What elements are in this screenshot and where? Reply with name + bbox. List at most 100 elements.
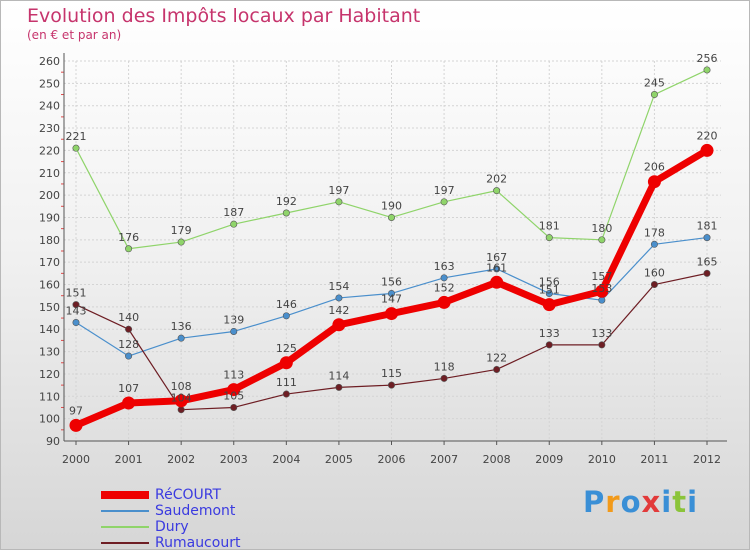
data-label-dury: 221 <box>66 130 87 143</box>
legend-item-rumaucourt: Rumaucourt <box>101 535 240 551</box>
legend-item-recourt: RéCOURT <box>101 487 240 503</box>
data-label-recourt: 161 <box>486 261 507 274</box>
data-point-dury <box>177 238 185 246</box>
data-point-saudemont <box>125 352 133 360</box>
legend-swatch <box>101 542 149 544</box>
data-label-dury: 197 <box>328 184 349 197</box>
data-point-rumaucourt <box>545 341 553 349</box>
logo-letter: t <box>672 485 688 519</box>
data-point-saudemont <box>177 334 185 342</box>
x-tick-label: 2008 <box>483 453 511 466</box>
x-tick-label: 2000 <box>62 453 90 466</box>
legend-label: RéCOURT <box>155 487 222 503</box>
data-point-saudemont <box>282 312 290 320</box>
data-point-dury <box>598 236 606 244</box>
y-tick-label: 180 <box>39 234 60 247</box>
legend-label: Rumaucourt <box>155 535 241 551</box>
data-point-dury <box>440 198 448 206</box>
data-point-dury <box>387 213 395 221</box>
data-label-dury: 180 <box>591 222 612 235</box>
data-label-dury: 181 <box>539 220 560 233</box>
data-label-saudemont: 156 <box>539 275 560 288</box>
data-point-saudemont <box>650 240 658 248</box>
data-label-recourt: 107 <box>118 382 139 395</box>
x-tick-label: 2005 <box>325 453 353 466</box>
data-point-recourt <box>647 175 661 189</box>
data-label-recourt: 220 <box>697 129 718 142</box>
y-tick-label: 250 <box>39 77 60 90</box>
data-label-saudemont: 143 <box>66 305 87 318</box>
data-label-rumaucourt: 122 <box>486 351 507 364</box>
y-tick-label: 170 <box>39 256 60 269</box>
x-tick-label: 2001 <box>115 453 143 466</box>
x-tick-label: 2006 <box>378 453 406 466</box>
data-point-rumaucourt <box>125 325 133 333</box>
data-point-recourt <box>595 284 609 298</box>
proxiti-logo: Proxiti <box>583 485 698 519</box>
data-point-rumaucourt <box>230 403 238 411</box>
y-tick-label: 120 <box>39 368 60 381</box>
data-point-rumaucourt <box>650 281 658 289</box>
data-point-dury <box>650 91 658 99</box>
chart-title: Evolution des Impôts locaux par Habitant <box>27 5 421 27</box>
data-point-saudemont <box>545 289 553 297</box>
x-tick-label: 2010 <box>588 453 616 466</box>
data-label-saudemont: 153 <box>591 282 612 295</box>
grid-lines <box>64 60 721 442</box>
axes: 90 100 110 120 130 140 150 160 170 180 190 200 210 22… <box>39 53 727 466</box>
data-point-rumaucourt <box>72 301 80 309</box>
data-label-saudemont: 128 <box>118 338 139 351</box>
data-label-rumaucourt: 115 <box>381 367 402 380</box>
y-tick-label: 130 <box>39 346 60 359</box>
chart-subtitle: (en € et par an) <box>27 28 122 42</box>
data-label-saudemont: 156 <box>381 275 402 288</box>
data-point-recourt <box>227 383 241 397</box>
logo-letter: i <box>661 485 673 519</box>
data-label-recourt: 113 <box>223 369 244 382</box>
x-tick-label: 2004 <box>272 453 300 466</box>
data-point-recourt <box>700 143 714 157</box>
data-label-saudemont: 136 <box>171 320 192 333</box>
y-tick-label: 150 <box>39 301 60 314</box>
legend-label: Dury <box>155 519 189 535</box>
data-label-saudemont: 139 <box>223 313 244 326</box>
y-tick-label: 240 <box>39 100 60 113</box>
data-label-dury: 187 <box>223 206 244 219</box>
data-point-recourt <box>542 298 556 312</box>
y-tick-label: 210 <box>39 167 60 180</box>
data-label-saudemont: 178 <box>644 226 665 239</box>
data-point-rumaucourt <box>177 406 185 414</box>
data-label-recourt: 108 <box>171 380 192 393</box>
data-point-saudemont <box>230 327 238 335</box>
y-tick-label: 110 <box>39 390 60 403</box>
data-label-rumaucourt: 140 <box>118 311 139 324</box>
x-tick-label: 2009 <box>535 453 563 466</box>
data-point-saudemont <box>703 234 711 242</box>
data-point-rumaucourt <box>598 341 606 349</box>
data-point-rumaucourt <box>335 383 343 391</box>
data-label-saudemont: 181 <box>697 220 718 233</box>
data-labels: 221 176 179 187 192 197 190 197 202 181 180 245 256 1… <box>66 52 718 417</box>
logo-letter: i <box>687 485 699 519</box>
data-label-recourt: 157 <box>591 270 612 283</box>
data-label-recourt: 206 <box>644 161 665 174</box>
y-tick-label: 140 <box>39 323 60 336</box>
data-label-dury: 192 <box>276 195 297 208</box>
data-label-recourt: 142 <box>328 304 349 317</box>
data-point-dury <box>230 220 238 228</box>
series-lines <box>69 66 714 432</box>
y-tick-label: 190 <box>39 211 60 224</box>
data-point-rumaucourt <box>440 374 448 382</box>
data-label-recourt: 152 <box>434 281 455 294</box>
legend-item-dury: Dury <box>101 519 240 535</box>
data-label-dury: 176 <box>118 231 139 244</box>
data-label-saudemont: 154 <box>328 280 349 293</box>
data-label-dury: 197 <box>434 184 455 197</box>
data-label-recourt: 147 <box>381 293 402 306</box>
legend-swatch <box>101 491 149 499</box>
x-tick-label: 2012 <box>693 453 721 466</box>
data-point-recourt <box>385 307 398 321</box>
data-label-saudemont: 146 <box>276 298 297 311</box>
data-point-dury <box>335 198 343 206</box>
